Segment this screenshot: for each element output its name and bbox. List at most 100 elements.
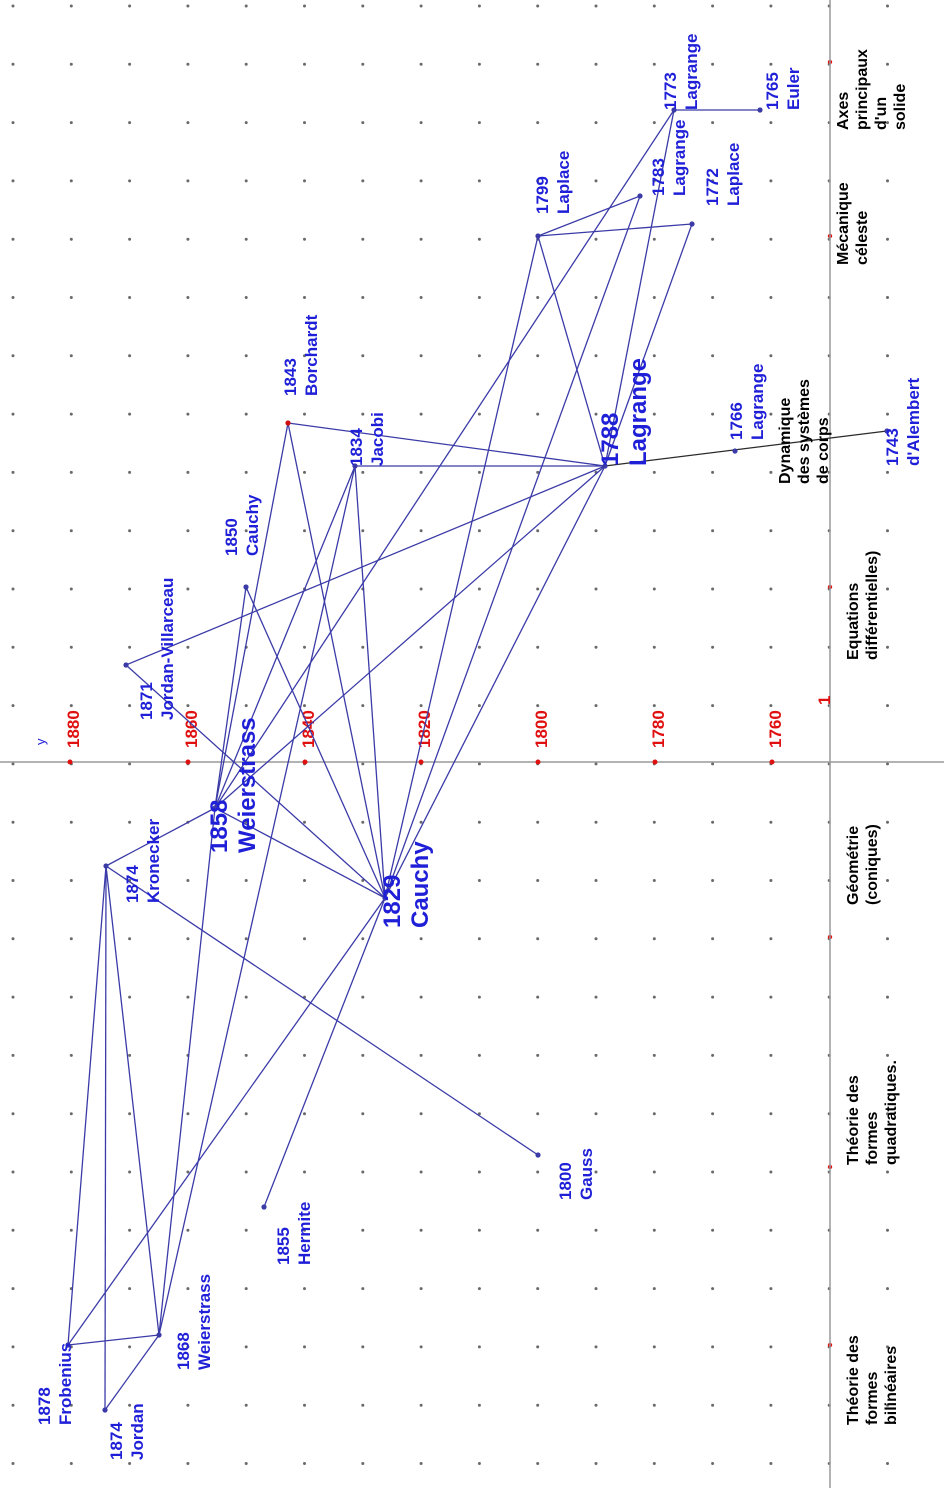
topic-label: Axes principaux d'un solide (835, 49, 909, 130)
grid-dot (244, 1170, 248, 1174)
grid-dot (594, 645, 598, 649)
grid-dot (186, 1287, 190, 1291)
grid-dot (186, 62, 190, 66)
grid-dot (361, 179, 365, 183)
node-author: Gauss (577, 1148, 596, 1200)
grid-dot (477, 121, 481, 125)
grid-dot (186, 1228, 190, 1232)
grid-dot (11, 4, 15, 8)
node-label: 1874 Kronecker (123, 819, 163, 903)
topic-line: Dynamique (777, 398, 794, 484)
grid-dot (652, 879, 656, 882)
grid-dot (886, 879, 889, 882)
grid-dot (886, 296, 889, 299)
grid-dot (477, 704, 481, 708)
grid-dot (477, 354, 481, 358)
grid-dot (769, 1112, 773, 1116)
grid-dot (303, 820, 306, 824)
grid-dot (128, 296, 132, 299)
topic-line: d'un (873, 97, 890, 130)
node-point (884, 428, 890, 434)
grid-dot (128, 179, 132, 183)
x-axis-unit-label: 1 (815, 696, 834, 705)
influence-edge (214, 465, 356, 809)
year-tick-marker (418, 759, 424, 765)
grid-dot (769, 1345, 773, 1349)
grid-dot (128, 470, 132, 474)
grid-dot (769, 470, 773, 474)
topic-line: solide (892, 84, 909, 130)
grid-dot (361, 470, 365, 474)
node-year: 1868 (174, 1332, 193, 1370)
grid-dot (652, 296, 656, 299)
topic-line: bilinéaires (883, 1346, 900, 1425)
grid-dot (477, 995, 481, 999)
grid-dot (11, 937, 15, 941)
grid-dot (244, 1345, 248, 1349)
grid-dot (477, 1462, 481, 1465)
topic-line: des systèmes (796, 379, 813, 484)
grid-dot (769, 1170, 773, 1174)
grid-dot (361, 1112, 365, 1116)
grid-dot (303, 704, 306, 708)
grid-dot (652, 645, 656, 649)
node-year: 1783 (649, 158, 668, 196)
grid-dot (594, 412, 598, 416)
grid-dot (244, 354, 248, 358)
grid-dot (594, 62, 598, 66)
grid-dot (652, 1403, 656, 1407)
node-author: Kronecker (144, 819, 163, 903)
grid-dot (303, 354, 306, 358)
grid-dot (594, 354, 598, 358)
grid-dot (186, 237, 190, 241)
grid-dot (11, 296, 15, 299)
grid-dot (477, 587, 481, 591)
grid-dot (594, 179, 598, 183)
grid-dot (419, 529, 423, 533)
grid-dot (186, 1403, 190, 1407)
grid-dot (303, 296, 306, 299)
grid-dot (186, 1112, 190, 1116)
node-year: 1878 (35, 1387, 54, 1425)
grid-dot (886, 121, 889, 125)
node-year: 1772 (703, 168, 722, 206)
grid-dot (419, 995, 423, 999)
influence-edge (67, 865, 107, 1346)
grid-dot (186, 587, 190, 591)
grid-dot (419, 62, 423, 66)
grid-dot (244, 820, 248, 824)
node-label: 1800 Gauss (556, 1148, 596, 1200)
node-label: 1772 Laplace (703, 143, 743, 206)
influence-edge (604, 109, 675, 467)
grid-dot (769, 645, 773, 649)
node-point (123, 662, 129, 668)
grid-dot (361, 529, 365, 533)
grid-dot (11, 1345, 15, 1349)
grid-dot (886, 1345, 889, 1349)
grid-dot (652, 587, 656, 591)
grid-dot (769, 1403, 773, 1407)
grid-dot (186, 937, 190, 941)
node-label: 1834 Jacobi (347, 412, 387, 466)
node-year: 1766 (727, 402, 746, 440)
node-label: 1843 Borchardt (281, 314, 321, 396)
node-author: Laplace (724, 143, 743, 206)
grid-dot (128, 529, 132, 533)
grid-dot (128, 1053, 132, 1057)
grid-dot (886, 645, 889, 649)
grid-dot (477, 762, 481, 766)
grid-dot (186, 179, 190, 183)
grid-dot (419, 179, 423, 183)
topic-line: Théorie des (845, 1075, 862, 1165)
grid-dot (128, 762, 132, 766)
grid-dot (536, 1228, 540, 1232)
node-year: 1800 (556, 1162, 575, 1200)
influence-edge (104, 865, 107, 1411)
grid-dot (652, 4, 656, 8)
influence-edge (67, 1334, 160, 1346)
influence-edge (214, 807, 386, 899)
grid-dot (69, 645, 73, 649)
grid-dot (69, 179, 73, 183)
grid-dot (419, 121, 423, 125)
node-year: 1850 (222, 518, 241, 556)
